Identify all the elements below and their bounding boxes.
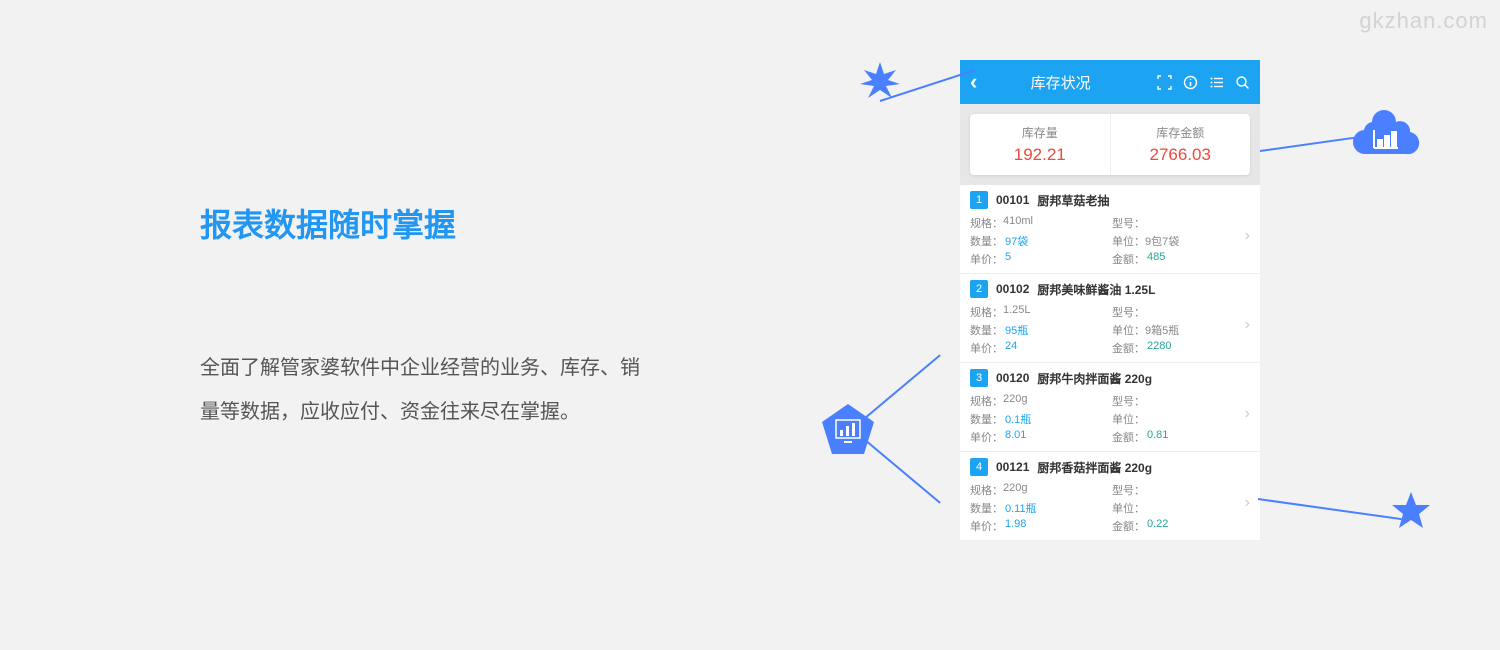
qty-value: 0.11瓶 (1005, 500, 1037, 516)
page-description: 全面了解管家婆软件中企业经营的业务、库存、销量等数据，应收应付、资金往来尽在掌握… (200, 346, 650, 434)
spec-value: 410ml (1003, 215, 1033, 231)
model-label: 型号： (1112, 215, 1145, 231)
monitor-chart-icon (818, 400, 878, 465)
list-icon[interactable] (1208, 74, 1224, 90)
item-details: 规格：1.25L 型号： 数量：95瓶 单位：9箱5瓶 单价：24 金额：228… (960, 304, 1260, 362)
unit-label: 单位： (1112, 322, 1145, 338)
amount-value: 2280 (1147, 340, 1171, 356)
spec-value: 220g (1003, 482, 1027, 498)
item-details: 规格：410ml 型号： 数量：97袋 单位：9包7袋 单价：5 金额：485 (960, 215, 1260, 273)
summary-value: 192.21 (970, 145, 1110, 165)
amount-label: 金额： (1112, 251, 1145, 267)
spec-value: 220g (1003, 393, 1027, 409)
unit-value: 9箱5瓶 (1145, 322, 1179, 338)
item-name: 厨邦美味鲜酱油 1.25L (1037, 281, 1155, 298)
unit-label: 单位： (1112, 500, 1145, 516)
model-label: 型号： (1112, 304, 1145, 320)
connector-line (1258, 498, 1402, 520)
spec-label: 规格： (970, 482, 1003, 498)
item-code: 00102 (996, 282, 1029, 296)
summary-value: 2766.03 (1111, 145, 1251, 165)
spec-label: 规格： (970, 393, 1003, 409)
amount-value: 0.81 (1147, 429, 1168, 445)
burst-icon (858, 60, 902, 109)
spec-value: 1.25L (1003, 304, 1031, 320)
model-label: 型号： (1112, 482, 1145, 498)
item-name: 厨邦草菇老抽 (1037, 192, 1109, 209)
spec-label: 规格： (970, 215, 1003, 231)
price-label: 单价： (970, 340, 1003, 356)
list-item[interactable]: 1 00101 厨邦草菇老抽 规格：410ml 型号： 数量：97袋 单位：9包… (960, 185, 1260, 274)
qty-value: 97袋 (1005, 233, 1028, 249)
summary-label: 库存量 (970, 124, 1110, 141)
info-icon[interactable] (1182, 74, 1198, 90)
unit-value: 9包7袋 (1145, 233, 1179, 249)
amount-label: 金额： (1112, 518, 1145, 534)
inventory-list: 1 00101 厨邦草菇老抽 规格：410ml 型号： 数量：97袋 单位：9包… (960, 185, 1260, 541)
app-header: ‹ 库存状况 (960, 60, 1260, 104)
phone-mockup: ‹ 库存状况 库存量 192.21 库存金额 2766.03 (960, 60, 1260, 541)
list-item[interactable]: 4 00121 厨邦香菇拌面酱 220g 规格：220g 型号： 数量：0.11… (960, 452, 1260, 541)
unit-label: 单位： (1112, 411, 1145, 427)
chevron-right-icon: › (1245, 494, 1250, 512)
price-value: 1.98 (1005, 518, 1026, 534)
qty-label: 数量： (970, 233, 1003, 249)
item-code: 00120 (996, 371, 1029, 385)
price-label: 单价： (970, 518, 1003, 534)
qty-value: 0.1瓶 (1005, 411, 1031, 427)
list-item[interactable]: 3 00120 厨邦牛肉拌面酱 220g 规格：220g 型号： 数量：0.1瓶… (960, 363, 1260, 452)
chevron-right-icon: › (1245, 316, 1250, 334)
qty-label: 数量： (970, 500, 1003, 516)
item-name: 厨邦牛肉拌面酱 220g (1037, 370, 1152, 387)
summary-label: 库存金额 (1111, 124, 1251, 141)
chevron-right-icon: › (1245, 405, 1250, 423)
item-code: 00121 (996, 460, 1029, 474)
item-details: 规格：220g 型号： 数量：0.11瓶 单位： 单价：1.98 金额：0.22 (960, 482, 1260, 540)
cloud-chart-icon (1352, 110, 1420, 175)
item-header: 4 00121 厨邦香菇拌面酱 220g (960, 452, 1260, 482)
spec-label: 规格： (970, 304, 1003, 320)
summary-card: 库存量 192.21 库存金额 2766.03 (970, 114, 1250, 175)
item-details: 规格：220g 型号： 数量：0.1瓶 单位： 单价：8.01 金额：0.81 (960, 393, 1260, 451)
star-icon (1390, 490, 1432, 537)
item-index-badge: 1 (970, 191, 988, 209)
content-left: 报表数据随时掌握 全面了解管家婆软件中企业经营的业务、库存、销量等数据，应收应付… (200, 200, 650, 434)
list-item[interactable]: 2 00102 厨邦美味鲜酱油 1.25L 规格：1.25L 型号： 数量：95… (960, 274, 1260, 363)
chevron-right-icon: › (1245, 227, 1250, 245)
item-index-badge: 4 (970, 458, 988, 476)
search-icon[interactable] (1234, 74, 1250, 90)
amount-label: 金额： (1112, 340, 1145, 356)
item-header: 2 00102 厨邦美味鲜酱油 1.25L (960, 274, 1260, 304)
app-title: 库存状况 (965, 72, 1156, 93)
price-value: 24 (1005, 340, 1017, 356)
item-header: 3 00120 厨邦牛肉拌面酱 220g (960, 363, 1260, 393)
page-title: 报表数据随时掌握 (200, 200, 650, 246)
item-name: 厨邦香菇拌面酱 220g (1037, 459, 1152, 476)
model-label: 型号： (1112, 393, 1145, 409)
item-code: 00101 (996, 193, 1029, 207)
summary-stock-qty[interactable]: 库存量 192.21 (970, 114, 1111, 175)
price-label: 单价： (970, 251, 1003, 267)
price-value: 5 (1005, 251, 1011, 267)
qty-value: 95瓶 (1005, 322, 1028, 338)
amount-value: 0.22 (1147, 518, 1168, 534)
item-index-badge: 2 (970, 280, 988, 298)
header-icons (1156, 74, 1250, 90)
unit-label: 单位： (1112, 233, 1145, 249)
summary-stock-amount[interactable]: 库存金额 2766.03 (1111, 114, 1251, 175)
item-index-badge: 3 (970, 369, 988, 387)
qty-label: 数量： (970, 411, 1003, 427)
price-value: 8.01 (1005, 429, 1026, 445)
item-header: 1 00101 厨邦草菇老抽 (960, 185, 1260, 215)
price-label: 单价： (970, 429, 1003, 445)
amount-label: 金额： (1112, 429, 1145, 445)
scan-icon[interactable] (1156, 74, 1172, 90)
qty-label: 数量： (970, 322, 1003, 338)
watermark: gkzhan.com (1359, 8, 1488, 34)
amount-value: 485 (1147, 251, 1165, 267)
